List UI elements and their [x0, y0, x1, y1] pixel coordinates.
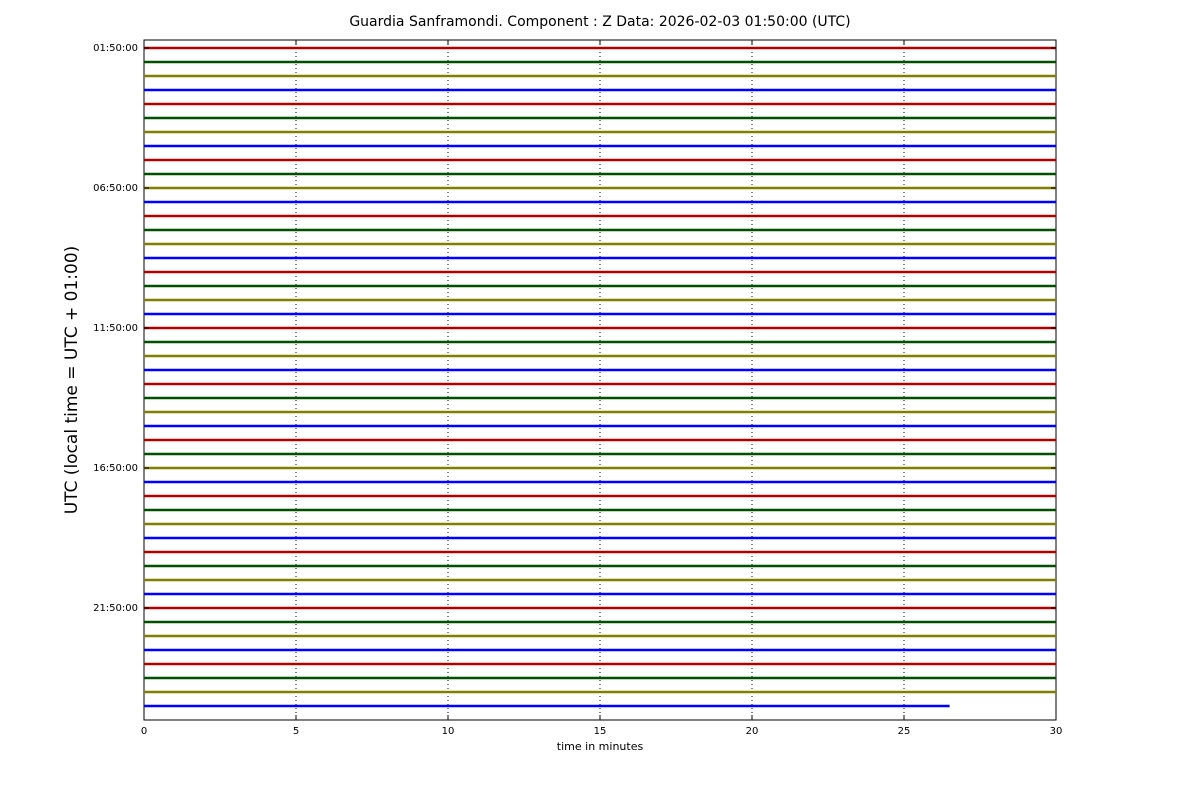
y-tick-label: 06:50:00 [93, 183, 138, 194]
y-tick-label: 11:50:00 [93, 323, 138, 334]
y-tick-label: 01:50:00 [93, 43, 138, 54]
x-tick-label: 20 [746, 726, 759, 737]
y-axis-label: UTC (local time = UTC + 01:00) [62, 246, 82, 515]
x-tick-label: 25 [898, 726, 911, 737]
x-tick-label: 10 [442, 726, 455, 737]
x-tick-label: 30 [1050, 726, 1063, 737]
y-tick-label: 16:50:00 [93, 463, 138, 474]
x-tick-label: 15 [594, 726, 607, 737]
x-tick-label: 0 [141, 726, 147, 737]
x-axis-label: time in minutes [557, 740, 644, 753]
y-tick-label: 21:50:00 [93, 603, 138, 614]
x-tick-label: 5 [293, 726, 299, 737]
chart-title: Guardia Sanframondi. Component : Z Data:… [349, 14, 850, 30]
